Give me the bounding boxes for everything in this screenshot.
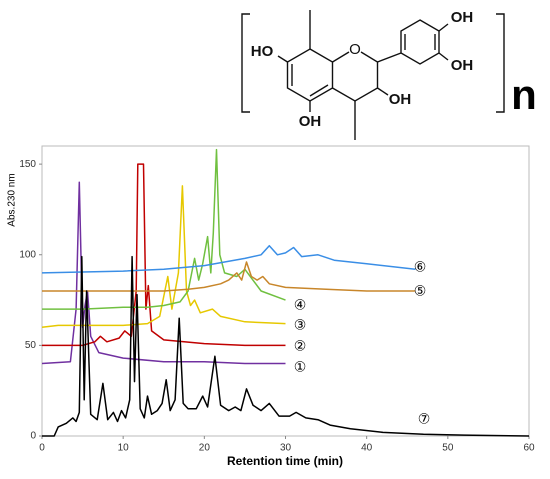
- series-label: ⑤: [414, 283, 427, 299]
- bond: [377, 87, 389, 96]
- group-label: OH: [451, 57, 474, 74]
- series-label: ⑥: [414, 259, 427, 275]
- series-label: ③: [294, 317, 307, 333]
- group-label: OH: [299, 113, 322, 130]
- bracket: [241, 13, 250, 113]
- y-axis-label: Abs.230 nm: [7, 173, 18, 226]
- group-label: OH: [451, 9, 474, 26]
- bond: [277, 55, 288, 63]
- bond: [377, 52, 402, 63]
- bracket: [496, 13, 505, 113]
- series-line: [41, 185, 286, 329]
- x-tick-label: 50: [442, 443, 454, 454]
- chemical-structure: [241, 10, 505, 140]
- bond: [332, 51, 350, 63]
- x-tick-label: 60: [523, 443, 535, 454]
- bond: [438, 23, 449, 32]
- bond: [309, 84, 329, 97]
- x-tick-label: 20: [199, 443, 211, 454]
- x-tick-label: 30: [280, 443, 292, 454]
- x-tick-label: 40: [361, 443, 373, 454]
- x-tick-label: 10: [118, 443, 130, 454]
- bond: [438, 52, 449, 61]
- group-label: OH: [389, 91, 412, 108]
- atom: O: [349, 41, 361, 58]
- bond: [332, 51, 379, 102]
- series-line: [41, 244, 416, 274]
- series-line: [42, 261, 416, 292]
- series-line: [42, 255, 530, 437]
- x-tick-label: 0: [39, 443, 45, 454]
- y-tick-label: 50: [25, 340, 37, 351]
- series-line: [41, 181, 286, 365]
- x-axis-label: Retention time (min): [227, 454, 343, 468]
- y-tick-label: 100: [19, 249, 36, 260]
- ring: [286, 48, 334, 102]
- series-label: ①: [294, 359, 307, 375]
- y-tick-label: 0: [30, 431, 36, 442]
- series-label: ②: [294, 338, 307, 354]
- repeat-unit: n: [511, 71, 537, 118]
- series-label: ⑦: [418, 411, 431, 427]
- series-label: ④: [294, 297, 307, 313]
- series-line: [42, 163, 286, 347]
- ring: [400, 19, 440, 65]
- y-tick-label: 150: [19, 159, 36, 170]
- group-label: HO: [251, 43, 274, 60]
- series-line: [42, 148, 286, 310]
